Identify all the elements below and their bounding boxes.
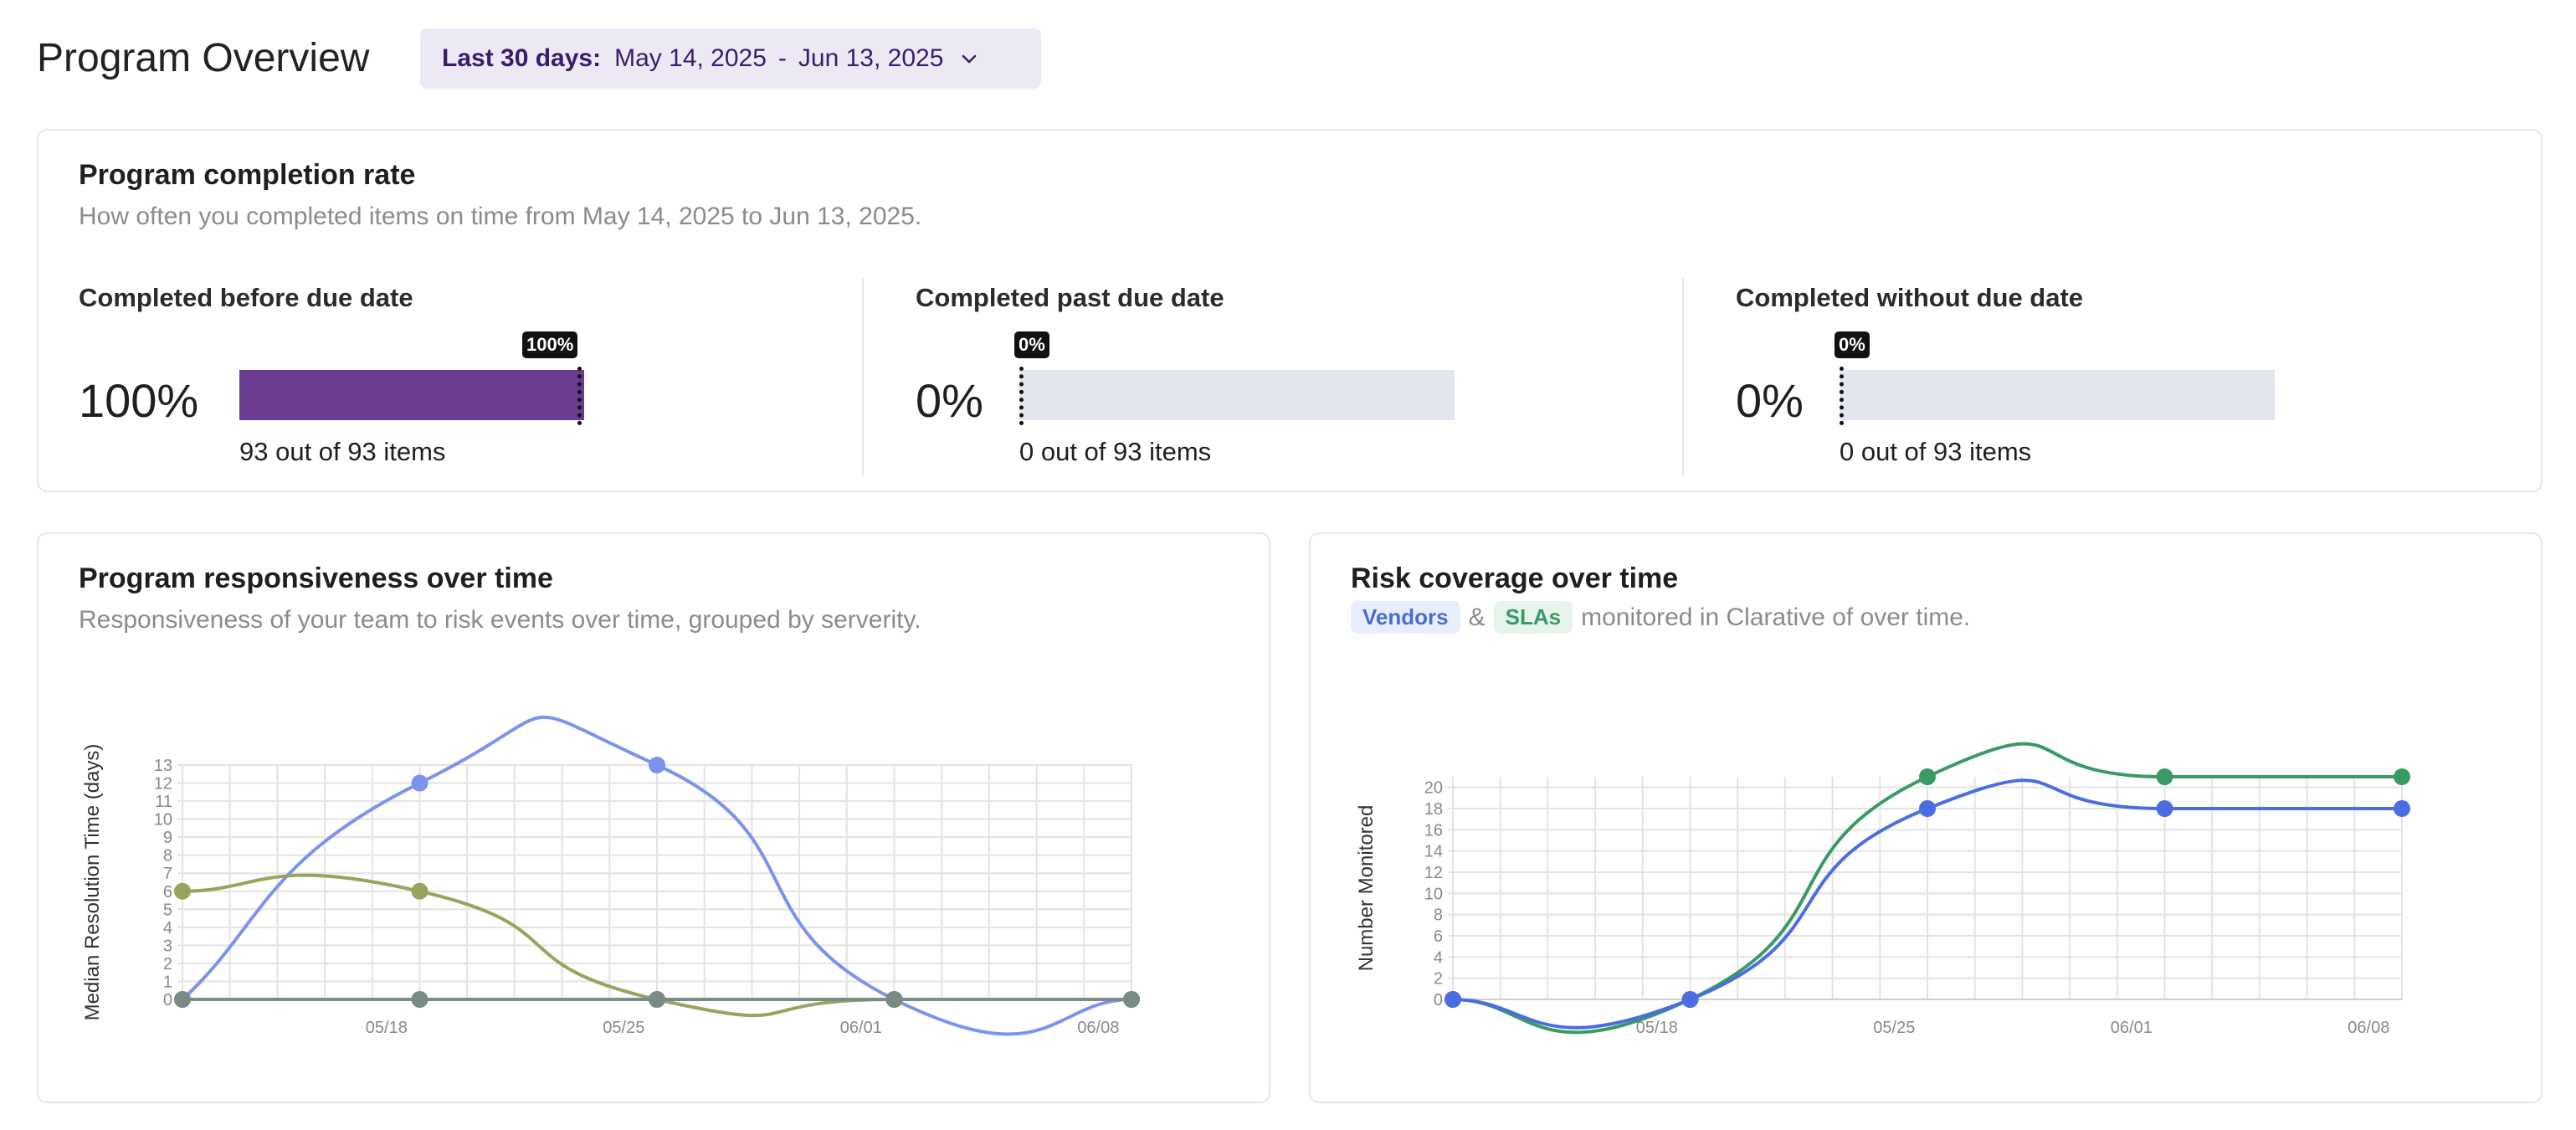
data-point (1681, 991, 1699, 1008)
progress-marker (1019, 367, 1024, 425)
y-tick-label: 10 (1424, 885, 1443, 903)
progress-marker (1840, 367, 1844, 425)
metric-items: 0 out of 93 items (1840, 437, 2032, 466)
y-tick-label: 1 (163, 973, 172, 991)
y-tick-label: 8 (163, 847, 172, 865)
metric-heading: Completed before due date (79, 283, 413, 312)
responsiveness-card: Program responsiveness over time Respons… (37, 532, 1270, 1103)
y-tick-label: 8 (1434, 907, 1443, 925)
y-tick-label: 7 (163, 865, 172, 883)
date-range-end: Jun 13, 2025 (798, 44, 944, 72)
x-tick-label: 06/08 (1077, 1019, 1119, 1037)
x-tick-label: 05/18 (1636, 1019, 1678, 1037)
data-point (174, 882, 191, 900)
series-line (1452, 778, 2402, 1030)
y-tick-label: 6 (163, 883, 172, 901)
data-point (885, 991, 903, 1008)
y-tick-label: 14 (1424, 843, 1443, 861)
completion-card: Program completion rate How often you co… (37, 129, 2543, 492)
data-point (411, 882, 428, 900)
y-tick-label: 20 (1424, 779, 1443, 798)
metric-percent: 100% (79, 374, 199, 427)
y-axis-title: Number Monitored (1355, 805, 1378, 972)
date-range-separator: - (777, 44, 787, 72)
chevron-down-icon (962, 54, 977, 64)
y-tick-label: 9 (163, 829, 172, 847)
progress-marker-label: 0% (1835, 331, 1870, 358)
metric-items: 0 out of 93 items (1019, 437, 1212, 466)
x-tick-label: 06/01 (2111, 1019, 2153, 1037)
date-range-label: Last 30 days: (442, 44, 602, 72)
y-tick-label: 2 (1434, 970, 1443, 989)
data-point (2394, 768, 2410, 785)
date-range-selector[interactable]: Last 30 days: May 14, 2025 - Jun 13, 202… (420, 28, 1041, 89)
metric-divider (862, 278, 864, 475)
metric-items: 93 out of 93 items (239, 437, 446, 466)
x-tick-label: 05/25 (603, 1019, 644, 1037)
date-range-start: May 14, 2025 (614, 44, 767, 72)
responsiveness-title: Program responsiveness over time (79, 562, 553, 594)
data-point (2156, 800, 2173, 817)
y-axis-title: Median Resolution Time (days) (81, 744, 104, 1021)
completion-title: Program completion rate (79, 159, 416, 191)
progress-bar-fill (239, 370, 584, 420)
data-point (1919, 800, 1936, 817)
y-tick-label: 10 (154, 811, 172, 830)
vendors-tag: Vendors (1351, 601, 1460, 634)
x-tick-label: 05/18 (366, 1019, 408, 1037)
risk-title: Risk coverage over time (1351, 562, 1679, 594)
page-title: Program Overview (37, 36, 370, 80)
risk-chart: 0 2 4 6 8 10 12 14 16 18 20 05/18 05/25 06/01 06/08 Num… (1355, 742, 2410, 1037)
data-point (649, 991, 665, 1008)
metric-percent: 0% (1736, 374, 1804, 427)
x-tick-label: 06/08 (2348, 1019, 2389, 1037)
y-tick-label: 18 (1424, 800, 1443, 819)
data-point (411, 774, 428, 792)
data-point (1445, 991, 1461, 1008)
data-point (411, 991, 428, 1008)
y-tick-label: 2 (163, 955, 172, 973)
risk-subtitle-rest: monitored in Clarative of over time. (1581, 603, 1971, 631)
completion-subtitle: How often you completed items on time fr… (79, 203, 922, 230)
data-point (649, 757, 665, 773)
metric-heading: Completed without due date (1736, 283, 2084, 312)
ampersand: & (1468, 603, 1486, 631)
y-tick-label: 3 (163, 937, 172, 955)
y-tick-label: 4 (163, 919, 172, 937)
progress-bar-track (1840, 370, 2275, 420)
y-tick-label: 13 (154, 757, 172, 775)
x-tick-label: 06/01 (840, 1019, 882, 1037)
y-tick-label: 16 (1424, 821, 1443, 840)
data-point (2394, 800, 2410, 817)
y-tick-label: 0 (163, 991, 172, 1009)
data-point (2156, 768, 2173, 785)
data-point (1919, 768, 1936, 785)
progress-marker (577, 367, 582, 425)
progress-bar-track (1019, 370, 1455, 420)
responsiveness-subtitle: Responsiveness of your team to risk even… (79, 606, 921, 634)
y-tick-label: 11 (155, 793, 172, 811)
metric-heading: Completed past due date (916, 283, 1224, 312)
y-tick-label: 12 (154, 775, 172, 794)
data-point (1123, 991, 1140, 1008)
series-line (1452, 742, 2402, 1035)
y-tick-label: 12 (1424, 864, 1443, 882)
risk-card: Risk coverage over time Vendors & SLAs m… (1309, 532, 2543, 1103)
progress-marker-label: 100% (522, 331, 578, 358)
y-tick-label: 0 (1434, 991, 1443, 1009)
y-tick-label: 4 (1434, 948, 1443, 967)
x-tick-label: 05/25 (1873, 1019, 1915, 1037)
metric-divider (1682, 278, 1684, 475)
metric-percent: 0% (916, 374, 983, 427)
slas-tag: SLAs (1493, 601, 1573, 634)
y-tick-label: 5 (163, 901, 172, 919)
data-point (174, 991, 191, 1008)
progress-marker-label: 0% (1014, 331, 1049, 358)
y-tick-label: 6 (1434, 927, 1443, 946)
risk-subtitle: Vendors & SLAs monitored in Clarative of… (1351, 601, 1970, 634)
